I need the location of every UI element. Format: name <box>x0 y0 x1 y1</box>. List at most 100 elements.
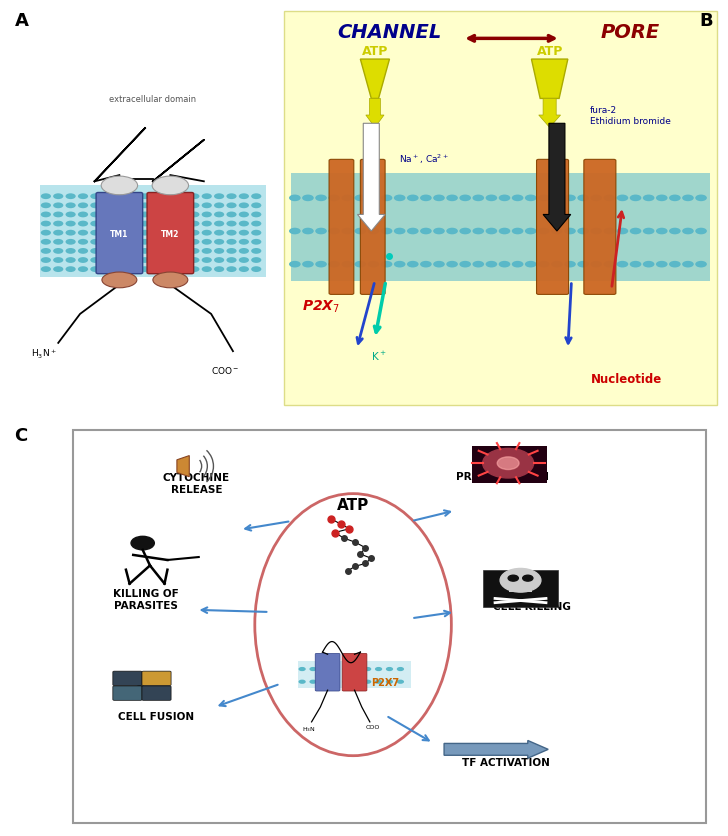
Circle shape <box>140 231 150 237</box>
Circle shape <box>251 222 261 227</box>
Circle shape <box>127 248 138 254</box>
Circle shape <box>140 212 150 218</box>
FancyBboxPatch shape <box>291 174 710 282</box>
Circle shape <box>630 228 641 235</box>
Polygon shape <box>531 60 568 99</box>
FancyBboxPatch shape <box>142 686 171 701</box>
Circle shape <box>41 212 51 218</box>
Circle shape <box>289 228 301 235</box>
Text: CELL KILLING: CELL KILLING <box>493 601 570 611</box>
Circle shape <box>115 212 125 218</box>
Circle shape <box>53 194 63 200</box>
Ellipse shape <box>101 177 138 196</box>
Circle shape <box>251 203 261 209</box>
Circle shape <box>226 240 237 246</box>
Circle shape <box>394 262 405 268</box>
Circle shape <box>189 203 199 209</box>
Circle shape <box>152 248 162 254</box>
Circle shape <box>695 196 707 202</box>
Circle shape <box>420 228 432 235</box>
Circle shape <box>251 212 261 218</box>
FancyBboxPatch shape <box>113 686 142 701</box>
Text: CYTOCHINE
RELEASE: CYTOCHINE RELEASE <box>163 472 230 494</box>
Circle shape <box>78 267 88 273</box>
Circle shape <box>140 267 150 273</box>
Circle shape <box>66 257 76 263</box>
Circle shape <box>66 248 76 254</box>
Circle shape <box>500 568 541 593</box>
Circle shape <box>41 222 51 227</box>
Circle shape <box>355 196 366 202</box>
Circle shape <box>682 262 694 268</box>
Circle shape <box>682 196 694 202</box>
Circle shape <box>140 240 150 246</box>
Circle shape <box>165 194 175 200</box>
Text: TM1: TM1 <box>110 229 129 238</box>
Circle shape <box>512 228 523 235</box>
FancyArrow shape <box>539 99 561 128</box>
Circle shape <box>152 267 162 273</box>
Circle shape <box>115 240 125 246</box>
Circle shape <box>226 212 237 218</box>
Circle shape <box>103 212 113 218</box>
Circle shape <box>331 680 339 684</box>
Circle shape <box>239 203 249 209</box>
Circle shape <box>525 228 537 235</box>
Circle shape <box>78 222 88 227</box>
Circle shape <box>617 228 628 235</box>
Circle shape <box>226 222 237 227</box>
Circle shape <box>251 240 261 246</box>
Circle shape <box>214 194 224 200</box>
Circle shape <box>331 667 339 671</box>
Circle shape <box>41 231 51 237</box>
Circle shape <box>115 203 125 209</box>
Circle shape <box>328 196 340 202</box>
Circle shape <box>165 257 175 263</box>
FancyBboxPatch shape <box>315 654 340 691</box>
Circle shape <box>214 248 224 254</box>
Circle shape <box>590 262 602 268</box>
FancyBboxPatch shape <box>360 161 385 295</box>
Circle shape <box>53 231 63 237</box>
Text: Nucleotide: Nucleotide <box>590 373 662 385</box>
Circle shape <box>407 228 419 235</box>
Circle shape <box>177 203 187 209</box>
FancyBboxPatch shape <box>537 161 569 295</box>
Circle shape <box>309 667 317 671</box>
Circle shape <box>189 222 199 227</box>
Circle shape <box>656 228 668 235</box>
Circle shape <box>103 267 113 273</box>
Circle shape <box>131 537 154 550</box>
Text: CHANNEL: CHANNEL <box>337 23 442 42</box>
Circle shape <box>214 203 224 209</box>
Circle shape <box>53 212 63 218</box>
Circle shape <box>239 240 249 246</box>
Text: extracellular domain: extracellular domain <box>109 94 197 104</box>
Circle shape <box>433 262 445 268</box>
FancyArrow shape <box>444 741 548 758</box>
Circle shape <box>78 248 88 254</box>
Circle shape <box>512 262 523 268</box>
FancyBboxPatch shape <box>284 13 717 405</box>
Circle shape <box>226 248 237 254</box>
Circle shape <box>66 194 76 200</box>
Circle shape <box>375 667 382 671</box>
Circle shape <box>251 267 261 273</box>
Text: TM2: TM2 <box>161 229 180 238</box>
Circle shape <box>341 262 353 268</box>
Circle shape <box>189 212 199 218</box>
Circle shape <box>407 262 419 268</box>
Circle shape <box>368 262 379 268</box>
Circle shape <box>538 262 550 268</box>
Circle shape <box>630 262 641 268</box>
Circle shape <box>41 267 51 273</box>
Circle shape <box>302 196 314 202</box>
Circle shape <box>152 222 162 227</box>
FancyBboxPatch shape <box>342 654 367 691</box>
Circle shape <box>551 196 563 202</box>
Circle shape <box>152 203 162 209</box>
Circle shape <box>189 240 199 246</box>
Text: P2X$_7$: P2X$_7$ <box>302 298 340 314</box>
Circle shape <box>136 686 145 691</box>
Circle shape <box>202 240 212 246</box>
